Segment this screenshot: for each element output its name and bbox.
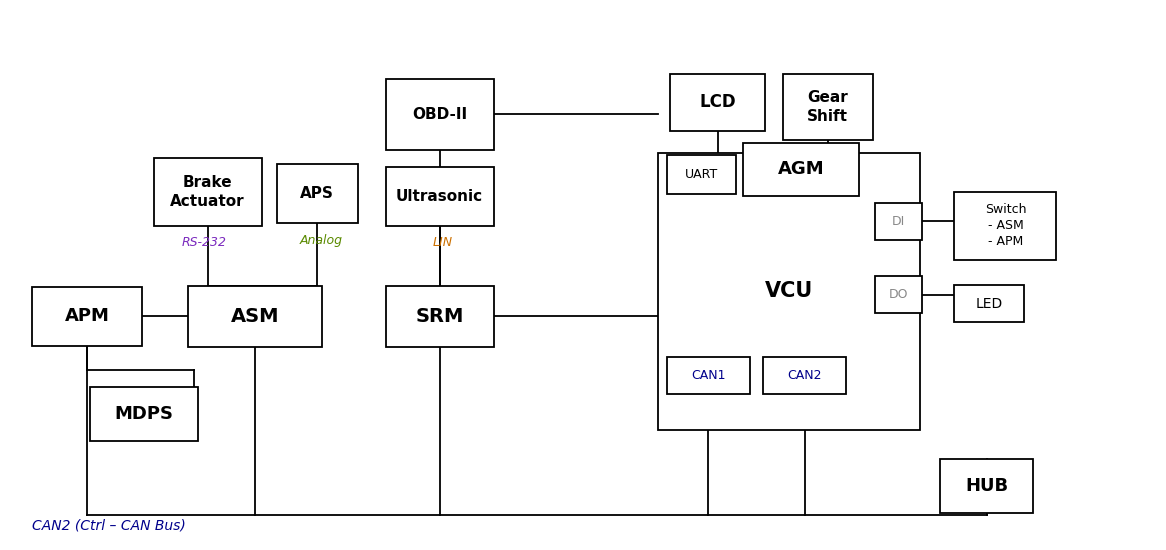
FancyBboxPatch shape — [90, 387, 198, 441]
Text: MDPS: MDPS — [114, 405, 174, 423]
Text: AGM: AGM — [778, 161, 824, 178]
FancyBboxPatch shape — [189, 286, 322, 347]
Text: Gear
Shift: Gear Shift — [807, 90, 849, 124]
Text: APM: APM — [64, 307, 110, 326]
FancyBboxPatch shape — [954, 192, 1056, 260]
FancyBboxPatch shape — [154, 158, 261, 226]
FancyBboxPatch shape — [386, 286, 493, 347]
Text: DO: DO — [888, 288, 908, 301]
FancyBboxPatch shape — [659, 152, 920, 430]
Text: LED: LED — [976, 297, 1003, 311]
Text: APS: APS — [301, 186, 335, 201]
Text: OBD-II: OBD-II — [412, 107, 468, 122]
Text: VCU: VCU — [765, 282, 813, 301]
FancyBboxPatch shape — [763, 356, 847, 394]
Text: RS-232: RS-232 — [182, 236, 226, 249]
Text: Ultrasonic: Ultrasonic — [396, 189, 483, 204]
Text: ASM: ASM — [231, 307, 280, 326]
FancyBboxPatch shape — [386, 79, 493, 150]
Text: LIN: LIN — [433, 236, 454, 249]
Text: CAN1: CAN1 — [691, 368, 725, 382]
Text: UART: UART — [684, 168, 718, 182]
Text: CAN2: CAN2 — [787, 368, 822, 382]
FancyBboxPatch shape — [667, 356, 750, 394]
FancyBboxPatch shape — [276, 164, 358, 223]
Text: DI: DI — [892, 214, 905, 228]
Text: Analog: Analog — [300, 234, 343, 248]
FancyBboxPatch shape — [782, 74, 873, 140]
FancyBboxPatch shape — [876, 276, 922, 313]
FancyBboxPatch shape — [670, 74, 765, 131]
FancyBboxPatch shape — [876, 202, 922, 240]
FancyBboxPatch shape — [941, 459, 1033, 514]
FancyBboxPatch shape — [386, 167, 493, 226]
Text: Switch
- ASM
- APM: Switch - ASM - APM — [984, 204, 1026, 248]
FancyBboxPatch shape — [667, 155, 736, 194]
Text: Brake
Actuator: Brake Actuator — [170, 175, 245, 209]
FancyBboxPatch shape — [31, 287, 142, 346]
Text: SRM: SRM — [415, 307, 464, 326]
Text: LCD: LCD — [700, 93, 736, 111]
Text: CAN2 (Ctrl – CAN Bus): CAN2 (Ctrl – CAN Bus) — [31, 519, 185, 532]
Text: HUB: HUB — [965, 477, 1009, 495]
FancyBboxPatch shape — [954, 285, 1024, 322]
FancyBboxPatch shape — [743, 142, 859, 196]
